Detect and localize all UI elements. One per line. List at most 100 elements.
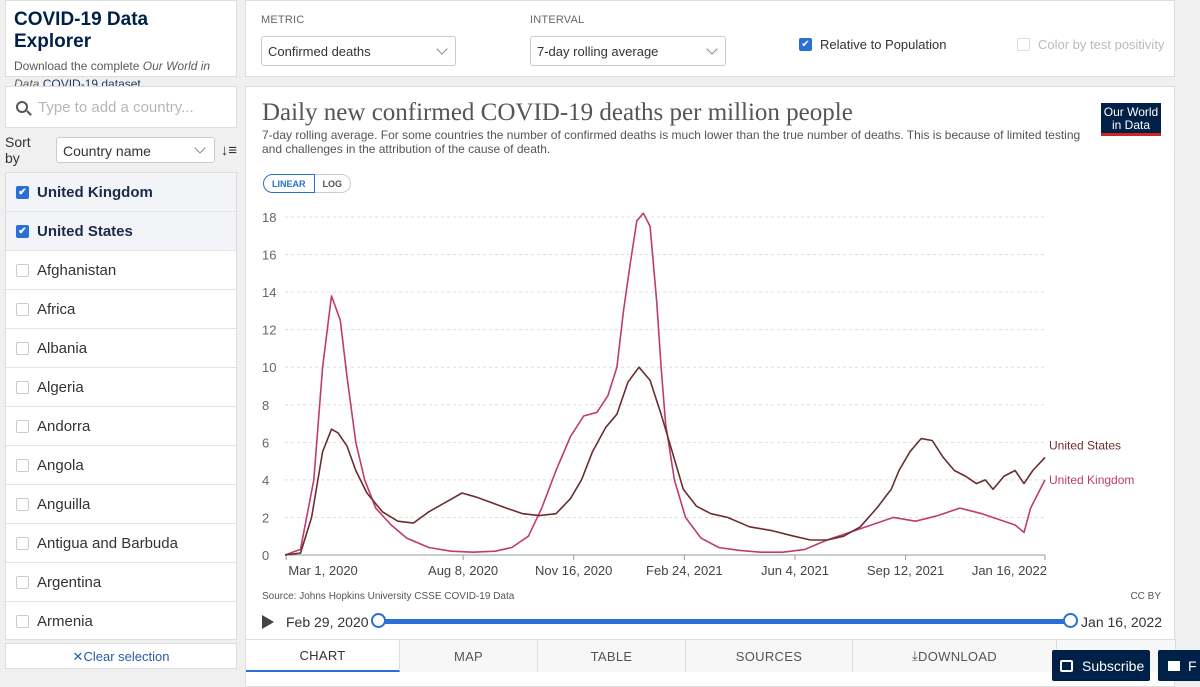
tab-label: CHART (299, 647, 346, 663)
y-tick-label: 10 (262, 360, 276, 375)
checkbox-icon (16, 575, 29, 589)
checkbox-icon (16, 614, 29, 628)
logo-line-2: in Data (1111, 118, 1151, 132)
feedback-label: F (1188, 657, 1197, 674)
country-name: United States (37, 222, 133, 240)
color-label: Color by test positivity (1038, 37, 1165, 52)
controls-bar: METRIC Confirmed deaths INTERVAL 7-day r… (245, 0, 1175, 77)
y-tick-label: 0 (262, 548, 269, 563)
tab-label: DOWNLOAD (918, 648, 997, 664)
x-tick-label: Jan 16, 2022 (972, 563, 1047, 578)
y-tick-label: 16 (262, 248, 276, 263)
y-tick-label: 6 (262, 435, 269, 450)
series-line-united-states[interactable] (284, 366, 1046, 556)
y-tick-label: 12 (262, 323, 276, 338)
y-tick-label: 8 (262, 398, 269, 413)
timeline-end-handle[interactable] (1063, 613, 1078, 628)
country-item[interactable]: Africa (6, 290, 236, 329)
country-name: Armenia (37, 612, 93, 630)
country-item[interactable]: Angola (6, 446, 236, 485)
feedback-button[interactable]: F (1158, 650, 1200, 681)
checkmark-icon: ✔ (16, 185, 29, 199)
owid-logo[interactable]: Our World in Data (1101, 103, 1161, 136)
timeline-track[interactable] (378, 619, 1070, 624)
chevron-down-icon (706, 43, 718, 55)
country-item[interactable]: Algeria (6, 368, 236, 407)
checkbox-icon (16, 263, 29, 277)
linear-scale-button[interactable]: LINEAR (263, 174, 315, 193)
line-chart[interactable]: 0 2 4 6 8 10 12 14 16 18 Mar 1, 2020 Aug 8, 2020 Nov… (246, 197, 1176, 587)
chart-subtitle: 7-day rolling average. For some countrie… (262, 128, 1081, 156)
country-name: Antigua and Barbuda (37, 534, 178, 552)
explorer-title: COVID-19 Data Explorer (14, 9, 149, 52)
play-icon[interactable] (262, 615, 274, 629)
country-search[interactable]: Type to add a country... (5, 86, 237, 128)
checkbox-icon (16, 458, 29, 472)
country-item[interactable]: Antigua and Barbuda (6, 524, 236, 563)
checkbox-icon (1017, 38, 1030, 51)
series-label-united-kingdom[interactable]: United Kingdom (1049, 473, 1134, 487)
chevron-down-icon (194, 142, 206, 154)
sort-dropdown[interactable]: Country name (56, 137, 215, 163)
subscribe-label: Subscribe (1082, 657, 1145, 674)
country-item[interactable]: Argentina (6, 563, 236, 602)
chart-title: Daily new confirmed COVID-19 deaths per … (262, 99, 853, 126)
country-name: Africa (37, 300, 76, 318)
series-label-united-states[interactable]: United States (1049, 438, 1121, 452)
x-tick-label: Jun 4, 2021 (761, 563, 829, 578)
metric-label: METRIC (261, 14, 305, 26)
tab-download[interactable]: ⤓ DOWNLOAD (853, 640, 1057, 672)
tab-map[interactable]: MAP (400, 640, 538, 672)
y-tick-label: 14 (262, 285, 276, 300)
country-list: ✔ United Kingdom ✔ United States Afghanistan… (5, 172, 237, 640)
tab-table[interactable]: TABLE (538, 640, 686, 672)
interval-label: INTERVAL (530, 14, 585, 26)
subscribe-button[interactable]: Subscribe (1052, 650, 1150, 681)
timeline: Feb 29, 2020 Jan 16, 2022 (262, 612, 1162, 632)
clear-selection-button[interactable]: ✕Clear selection (5, 643, 237, 669)
relative-to-population-checkbox[interactable]: ✔ Relative to Population (799, 37, 946, 52)
country-name: Albania (37, 339, 88, 357)
tab-label: SOURCES (735, 648, 803, 664)
country-name: Afghanistan (37, 261, 117, 279)
x-tick-label: Nov 16, 2020 (535, 563, 612, 578)
checkbox-icon (16, 497, 29, 511)
checkbox-icon (16, 536, 29, 550)
tab-chart[interactable]: CHART (246, 640, 400, 672)
metric-dropdown[interactable]: Confirmed deaths (261, 36, 456, 66)
chevron-down-icon (436, 43, 448, 55)
search-icon (16, 101, 28, 113)
explorer-header: COVID-19 Data Explorer Download the comp… (5, 0, 237, 91)
interval-dropdown[interactable]: 7-day rolling average (530, 36, 726, 66)
chart-source[interactable]: Source: Johns Hopkins University CSSE CO… (262, 591, 515, 602)
country-name: Angola (37, 456, 84, 474)
country-item[interactable]: Andorra (6, 407, 236, 446)
timeline-end-label: Jan 16, 2022 (1081, 614, 1162, 630)
timeline-start-handle[interactable] (371, 613, 386, 628)
series-line-united-kingdom[interactable] (284, 212, 1046, 556)
country-item[interactable]: Afghanistan (6, 251, 236, 290)
sort-label: Sort by (5, 134, 31, 166)
tab-label: TABLE (590, 648, 633, 664)
log-scale-button[interactable]: LOG (314, 174, 351, 193)
checkmark-icon: ✔ (799, 38, 812, 51)
x-tick-label: Sep 12, 2021 (867, 563, 944, 578)
sort-direction-icon[interactable]: ↓≡ (220, 141, 237, 159)
country-item[interactable]: ✔ United Kingdom (6, 173, 236, 212)
country-name: Anguilla (37, 495, 91, 513)
country-item[interactable]: Anguilla (6, 485, 236, 524)
color-by-test-positivity-checkbox[interactable]: Color by test positivity (1017, 37, 1164, 52)
country-item[interactable]: Albania (6, 329, 236, 368)
checkbox-icon (16, 302, 29, 316)
tab-sources[interactable]: SOURCES (686, 640, 853, 672)
search-placeholder: Type to add a country... (38, 98, 194, 116)
country-item[interactable]: Armenia (6, 602, 236, 639)
chart-license[interactable]: CC BY (1130, 591, 1161, 602)
chart-card: Daily new confirmed COVID-19 deaths per … (245, 86, 1176, 687)
country-name: Argentina (37, 573, 102, 591)
logo-line-1: Our World (1103, 105, 1159, 119)
metric-value: Confirmed deaths (268, 44, 371, 59)
interval-value: 7-day rolling average (537, 44, 659, 59)
country-item[interactable]: ✔ United States (6, 212, 236, 251)
